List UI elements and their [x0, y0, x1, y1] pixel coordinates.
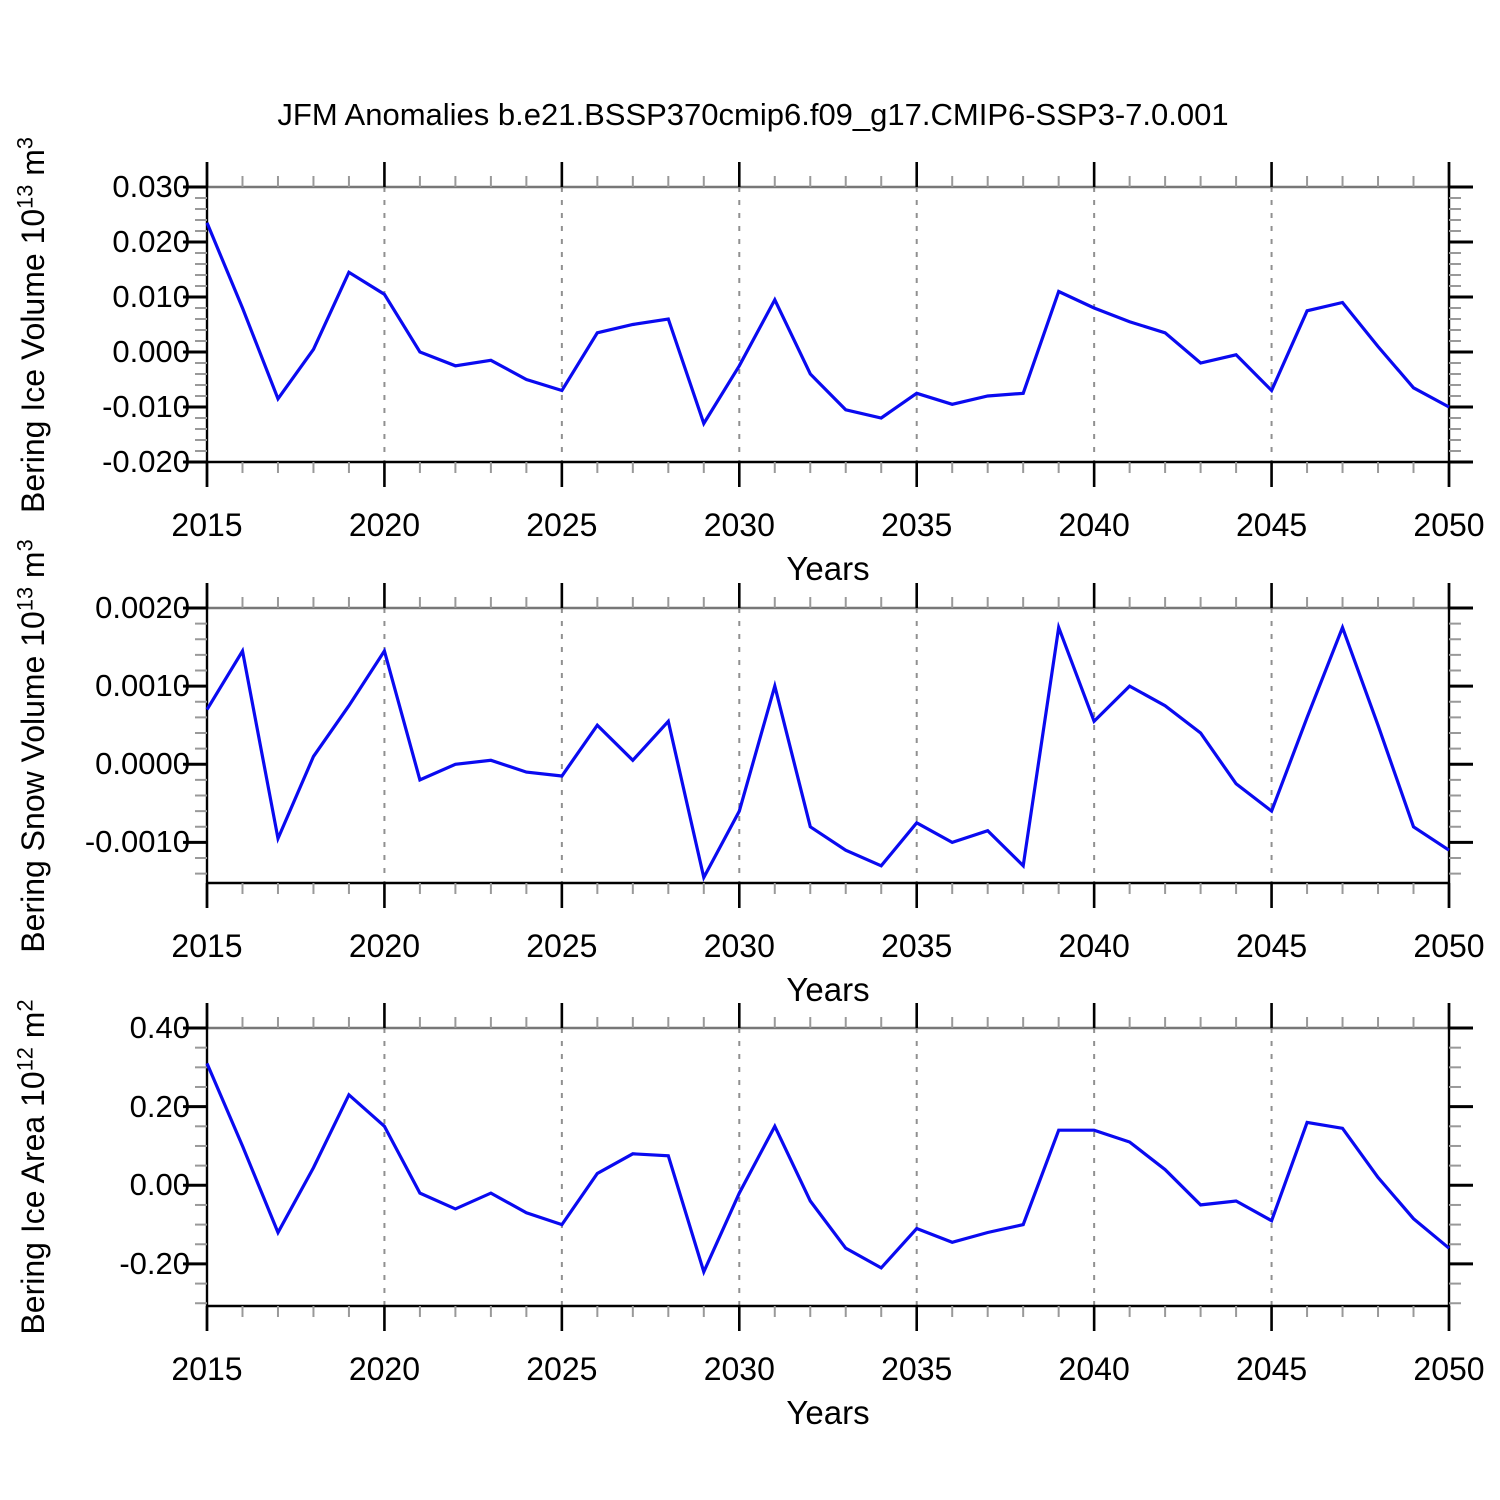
y-tick-label: 0.00 [129, 1167, 190, 1203]
x-tick-label: 2050 [1413, 928, 1485, 964]
x-tick-label: 2025 [526, 507, 598, 543]
x-tick-label: 2020 [348, 1351, 421, 1387]
x-tick-label: 2040 [1058, 507, 1130, 543]
x-tick-label: 2020 [348, 928, 421, 964]
x-tick-label: 2050 [1413, 507, 1485, 543]
y-axis-title: Bering Snow Volume 1013 m3 [12, 538, 51, 953]
x-tick-label: 2025 [526, 1351, 598, 1387]
series-line-bering-snow-volume [205, 621, 1450, 883]
x-axis-title: Years [786, 971, 870, 1008]
x-tick-label: 2030 [703, 1351, 775, 1387]
y-tick-label: 0.20 [129, 1088, 190, 1124]
chart-title: JFM Anomalies b.e21.BSSP370cmip6.f09_g17… [277, 97, 1229, 132]
y-tick-label: -0.20 [119, 1245, 190, 1281]
y-tick-label: 0.020 [112, 224, 190, 259]
x-tick-label: 2020 [348, 507, 421, 543]
y-tick-label: -0.0010 [84, 824, 190, 860]
y-tick-label: 0.000 [112, 334, 190, 369]
y-tick-label: 0.40 [129, 1010, 190, 1045]
x-tick-label: 2040 [1058, 1351, 1130, 1387]
y-tick-label: -0.020 [102, 444, 190, 479]
x-tick-label: 2030 [703, 928, 775, 964]
series-line-bering-ice-volume [205, 222, 1450, 428]
x-tick-label: 2050 [1413, 1351, 1485, 1387]
x-tick-label: 2045 [1235, 507, 1308, 543]
x-tick-label: 2040 [1058, 928, 1130, 964]
x-tick-label: 2035 [881, 1351, 953, 1387]
y-axis-title: Bering Ice Volume 1013 m3 [12, 136, 51, 513]
series-line-bering-ice-area [205, 1062, 1451, 1277]
x-tick-label: 2015 [171, 1351, 243, 1387]
x-tick-label: 2035 [881, 928, 953, 964]
x-tick-label: 2025 [526, 928, 598, 964]
y-tick-label: 0.0010 [95, 668, 190, 704]
y-tick-label: 0.0000 [95, 746, 190, 782]
x-tick-label: 2045 [1235, 928, 1308, 964]
y-tick-label: 0.030 [112, 169, 190, 204]
y-tick-label: -0.010 [102, 389, 190, 424]
x-tick-label: 2015 [171, 928, 243, 964]
x-axis-title: Years [786, 550, 870, 587]
y-axis-title: Bering Ice Area 1012 m2 [12, 999, 51, 1335]
y-tick-label: 0.0020 [95, 590, 190, 625]
x-tick-label: 2045 [1235, 1351, 1308, 1387]
y-tick-label: 0.010 [112, 279, 190, 314]
x-tick-label: 2030 [703, 507, 775, 543]
x-tick-label: 2035 [881, 507, 953, 543]
x-tick-label: 2015 [171, 507, 243, 543]
x-axis-title: Years [786, 1394, 870, 1431]
